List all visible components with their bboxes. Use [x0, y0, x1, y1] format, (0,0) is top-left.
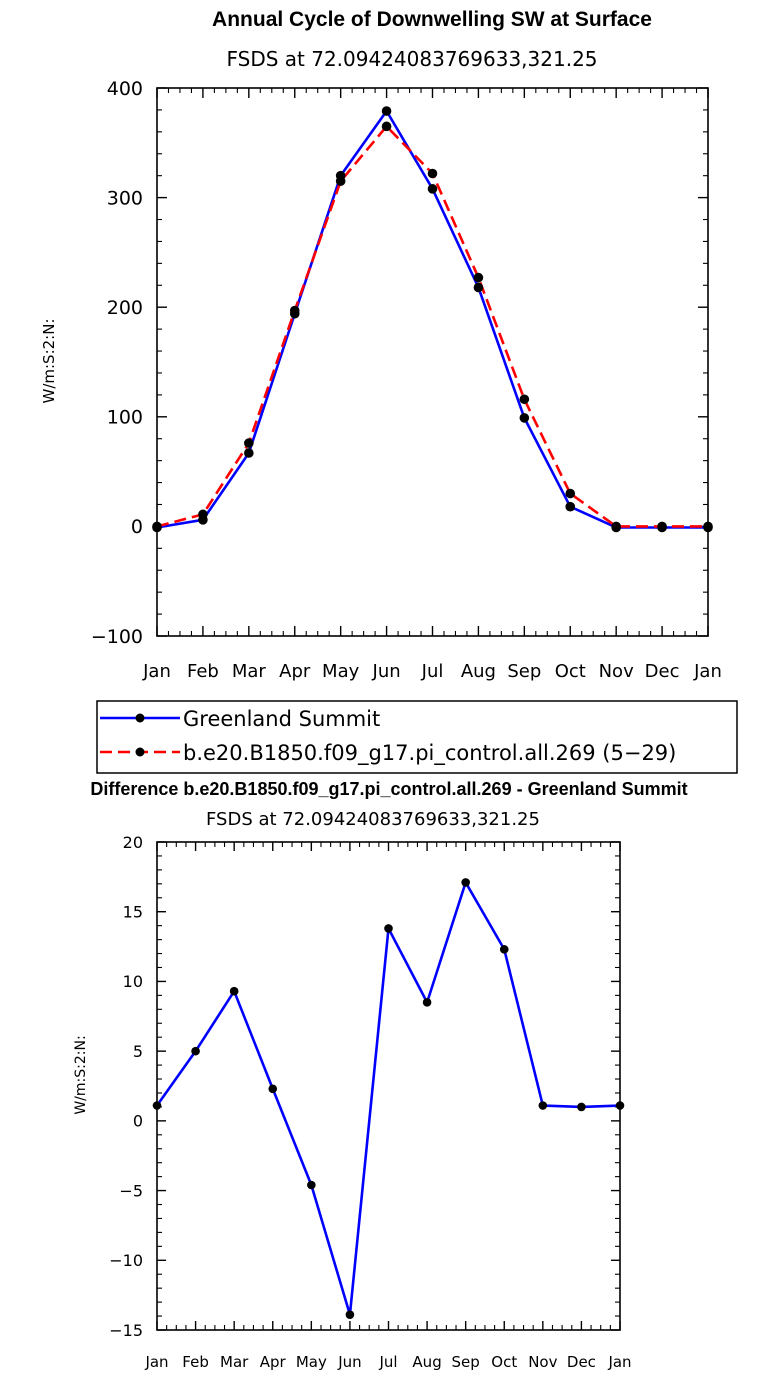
- chart1-series-1-point: [381, 106, 392, 116]
- chart2-series-1-point: [307, 1180, 316, 1190]
- chart1-y-tick-label: −100: [91, 626, 143, 648]
- chart2-x-tick-label: Dec: [567, 1353, 596, 1371]
- chart1-series-2-point: [427, 168, 438, 179]
- chart1-series-2-point: [611, 521, 621, 532]
- chart1-y-tick-label: 0: [131, 516, 143, 538]
- chart1-x-tick-label: Oct: [555, 661, 586, 682]
- chart2-series-1-point: [268, 1084, 278, 1094]
- chart2-series-1-point: [577, 1102, 586, 1112]
- legend-marker-series-2: [135, 747, 145, 757]
- chart2-x-tick-label: Jan: [607, 1353, 631, 1371]
- chart2-x-tick-label: Sep: [452, 1353, 480, 1371]
- chart1-y-tick-label: 100: [107, 407, 143, 429]
- legend-box: [96, 700, 738, 774]
- legend-label-series-2: b.e20.B1850.f09_g17.pi_control.all.269 (…: [183, 741, 676, 766]
- chart1-series-1-point: [473, 282, 484, 293]
- chart1-x-tick-label: Jul: [421, 661, 444, 682]
- chart2-x-tick-label: Oct: [491, 1353, 517, 1371]
- chart1-series-2-point: [565, 488, 576, 499]
- chart2-series-1-point: [538, 1101, 548, 1110]
- chart1-series-2-point: [289, 305, 300, 316]
- chart2-x-tick-label: Jun: [337, 1353, 361, 1371]
- chart2-y-axis-label: W/m:S:2:N:: [73, 1035, 89, 1114]
- chart2-y-tick-label: 15: [123, 902, 143, 921]
- chart2-series-1-point: [499, 945, 509, 954]
- chart1-x-tick-label: May: [322, 661, 360, 682]
- chart1-y-tick-label: 400: [107, 78, 143, 100]
- chart1-series-2-point: [198, 509, 208, 520]
- chart1-x-tick-label: Nov: [599, 661, 634, 682]
- chart2-x-tick-label: Feb: [182, 1353, 209, 1371]
- chart1-series-2-point: [519, 394, 530, 405]
- chart1-subtitle: FSDS at 72.09424083769633,321.25: [226, 47, 597, 71]
- chart2-series-1-point: [461, 878, 470, 887]
- chart1-series-2-point: [152, 521, 162, 532]
- chart2-x-tick-label: Jul: [378, 1353, 397, 1371]
- chart2-x-tick-label: Jan: [144, 1353, 168, 1371]
- chart2-series-1-point: [191, 1046, 200, 1056]
- chart1-x-tick-label: Apr: [279, 661, 311, 682]
- chart1-series-1-point: [565, 501, 576, 512]
- chart2-x-tick-label: Nov: [528, 1353, 557, 1371]
- chart2-y-tick-label: −15: [109, 1321, 143, 1340]
- chart1-series-1-point: [427, 184, 438, 194]
- chart2-x-tick-label: Mar: [220, 1353, 249, 1371]
- chart1-legend: Greenland Summit b.e20.B1850.f09_g17.pi_…: [96, 700, 738, 774]
- chart1-series-1-point: [519, 413, 530, 423]
- chart2-series-1-point: [345, 1310, 355, 1319]
- chart1-x-tick-label: Jan: [142, 661, 171, 682]
- chart2-y-tick-label: 10: [123, 972, 143, 991]
- chart2-series-1-point: [384, 924, 393, 933]
- chart1-series-2-point: [473, 272, 484, 283]
- chart2-x-tick-label: May: [296, 1353, 327, 1371]
- chart2-x-tick-label: Apr: [260, 1353, 287, 1371]
- chart1-series-2-point: [244, 438, 254, 448]
- legend-label-series-1: Greenland Summit: [183, 707, 380, 731]
- chart1-x-tick-label: Jan: [693, 661, 722, 682]
- chart2-y-tick-label: 5: [133, 1042, 143, 1061]
- chart1-x-tick-label: Dec: [645, 661, 680, 682]
- chart1-y-axis-label: W/m:S:2:N:: [40, 319, 58, 404]
- chart1-x-tick-label: Aug: [461, 661, 496, 682]
- chart2-y-tick-label: 20: [123, 833, 143, 852]
- chart2-series-1-point: [229, 986, 239, 996]
- chart2-series-1-point: [615, 1101, 625, 1110]
- chart2-series-1-point: [422, 998, 432, 1007]
- chart1-x-tick-label: Mar: [232, 661, 267, 682]
- chart1-x-tick-label: Jun: [372, 661, 401, 682]
- chart2-subtitle: FSDS at 72.09424083769633,321.25: [206, 809, 540, 830]
- chart2-series-1-line: [155, 881, 621, 1316]
- chart2-plot-frame: [156, 841, 621, 1331]
- chart1-y-tick-label: 300: [107, 187, 143, 209]
- chart1-series-2-point: [703, 521, 713, 532]
- chart2-x-tick-label: Aug: [412, 1353, 441, 1371]
- chart2-title: Difference b.e20.B1850.f09_g17.pi_contro…: [90, 779, 687, 799]
- chart1-title: Annual Cycle of Downwelling SW at Surfac…: [212, 8, 652, 31]
- chart1-series-1-point: [244, 448, 254, 458]
- chart2-y-tick-label: 0: [133, 1112, 143, 1131]
- legend-marker-series-1: [135, 713, 145, 723]
- chart2-y-tick-label: −10: [109, 1251, 143, 1270]
- chart1-series-2-point: [657, 521, 667, 532]
- chart2-series-1-point: [152, 1101, 162, 1110]
- chart1-x-tick-label: Sep: [507, 661, 541, 682]
- chart1-series-2-point: [335, 176, 346, 186]
- chart1-series-2-point: [381, 121, 392, 132]
- chart1-x-tick-label: Feb: [187, 661, 219, 682]
- chart2-y-tick-label: −5: [119, 1181, 143, 1200]
- chart1-y-tick-label: 200: [107, 297, 143, 319]
